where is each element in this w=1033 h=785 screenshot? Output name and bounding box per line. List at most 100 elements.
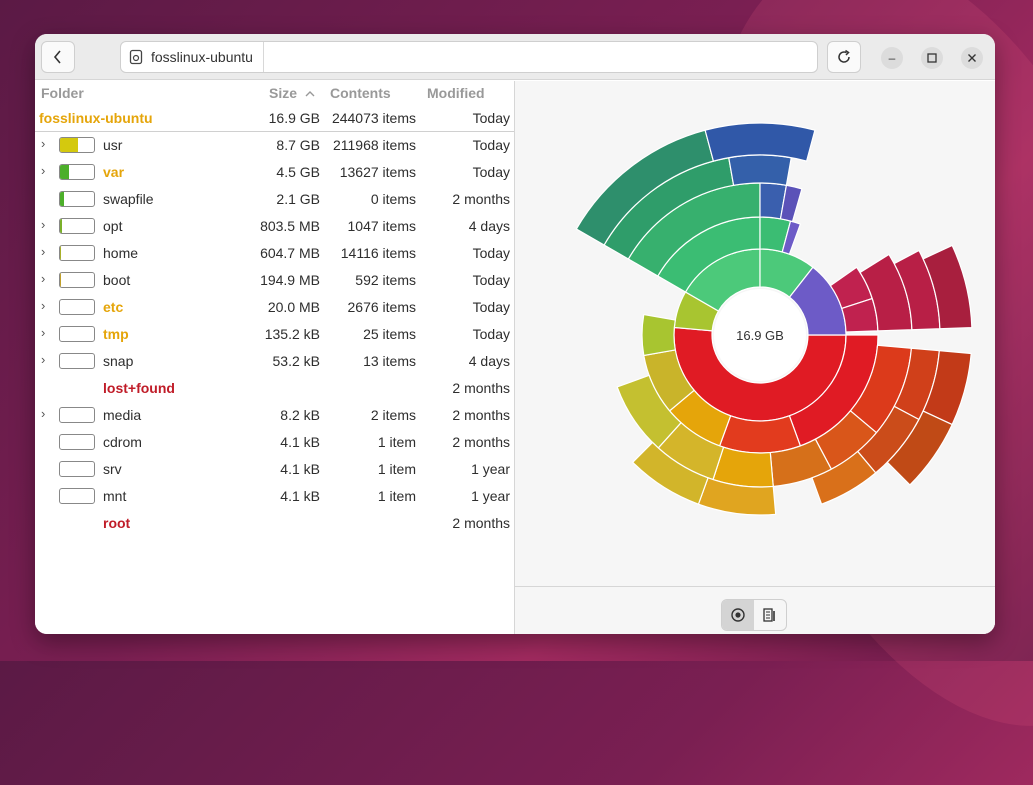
folder-name: usr — [103, 137, 122, 153]
folder-modified: Today — [473, 299, 510, 315]
ring-segment[interactable] — [642, 315, 675, 356]
ring-segment[interactable] — [729, 155, 792, 185]
folder-name: lost+found — [103, 380, 175, 396]
chevron-right-icon[interactable]: › — [41, 163, 45, 178]
folder-modified: 1 year — [471, 488, 510, 504]
path-segment-label: fosslinux-ubuntu — [151, 49, 253, 65]
chevron-right-icon[interactable]: › — [41, 352, 45, 367]
root-name: fosslinux-ubuntu — [39, 110, 153, 126]
rings-chart-button[interactable] — [722, 600, 754, 630]
folder-size: 4.1 kB — [280, 434, 320, 450]
size-bar-fill — [60, 192, 64, 206]
folder-size: 20.0 MB — [268, 299, 320, 315]
folder-contents: 1 item — [378, 434, 416, 450]
folder-name: etc — [103, 299, 123, 315]
back-icon — [51, 49, 65, 65]
root-contents: 244073 items — [332, 110, 416, 126]
size-bar-fill — [60, 219, 62, 233]
chevron-right-icon[interactable]: › — [41, 325, 45, 340]
root-row[interactable]: fosslinux-ubuntu 16.9 GB 244073 items To… — [35, 105, 514, 132]
folder-modified: Today — [473, 326, 510, 342]
root-size: 16.9 GB — [269, 110, 320, 126]
maximize-button[interactable] — [921, 47, 943, 69]
chevron-right-icon[interactable]: › — [41, 298, 45, 313]
size-bar — [59, 353, 95, 369]
chevron-right-icon[interactable]: › — [41, 217, 45, 232]
ring-segment[interactable] — [720, 416, 801, 453]
back-button[interactable] — [41, 41, 75, 73]
folder-row[interactable]: root 2 months — [35, 510, 514, 537]
refresh-button[interactable] — [827, 41, 861, 73]
folder-contents: 1 item — [378, 461, 416, 477]
chart-type-toggle — [721, 599, 787, 631]
column-header-modified[interactable]: Modified — [427, 85, 485, 101]
column-header-folder[interactable]: Folder — [41, 85, 84, 101]
chart-toolbar — [515, 586, 995, 634]
rings-chart[interactable]: 16.9 GB — [515, 81, 995, 586]
chart-pane: 16.9 GB — [515, 81, 995, 634]
folder-modified: 2 months — [452, 380, 510, 396]
path-segment-root[interactable]: fosslinux-ubuntu — [121, 42, 264, 72]
treemap-chart-button[interactable] — [754, 600, 786, 630]
folder-modified: 2 months — [452, 434, 510, 450]
size-bar — [59, 245, 95, 261]
ring-segment[interactable] — [705, 123, 815, 161]
folder-modified: Today — [473, 137, 510, 153]
column-header-size[interactable]: Size — [269, 85, 315, 101]
folder-modified: 2 months — [452, 515, 510, 531]
size-bar — [59, 488, 95, 504]
folder-name: media — [103, 407, 141, 423]
size-bar — [59, 326, 95, 342]
folder-name: snap — [103, 353, 133, 369]
folder-contents: 211968 items — [333, 137, 416, 153]
folder-row[interactable]: srv 4.1 kB 1 item 1 year — [35, 456, 514, 483]
rings-chart-icon — [730, 607, 746, 623]
folder-modified: 1 year — [471, 461, 510, 477]
folder-name: srv — [103, 461, 122, 477]
folder-name: mnt — [103, 488, 126, 504]
folder-name: opt — [103, 218, 122, 234]
folder-name: swapfile — [103, 191, 154, 207]
disk-usage-analyzer-window: fosslinux-ubuntu – Folder Size Contents … — [35, 34, 995, 634]
chevron-right-icon[interactable]: › — [41, 271, 45, 286]
folder-size: 2.1 GB — [276, 191, 320, 207]
folder-contents: 1 item — [378, 488, 416, 504]
minimize-button[interactable]: – — [881, 47, 903, 69]
folder-name: home — [103, 245, 138, 261]
size-bar — [59, 434, 95, 450]
close-button[interactable] — [961, 47, 983, 69]
folder-size: 4.1 kB — [280, 461, 320, 477]
column-header-contents[interactable]: Contents — [330, 85, 391, 101]
size-bar — [59, 272, 95, 288]
folder-contents: 14116 items — [341, 245, 416, 261]
chevron-right-icon[interactable]: › — [41, 136, 45, 151]
folder-modified: 2 months — [452, 407, 510, 423]
minimize-icon: – — [889, 51, 896, 65]
folder-contents: 13 items — [363, 353, 416, 369]
column-header-size-label: Size — [269, 85, 297, 101]
folder-name: root — [103, 515, 130, 531]
size-bar — [59, 137, 95, 153]
folder-row[interactable]: lost+found 2 months — [35, 375, 514, 402]
folder-name: tmp — [103, 326, 129, 342]
column-headers: Folder Size Contents Modified — [35, 81, 514, 105]
chevron-right-icon[interactable]: › — [41, 244, 45, 259]
header-bar: fosslinux-ubuntu – — [35, 34, 995, 80]
path-bar: fosslinux-ubuntu — [120, 41, 818, 73]
chevron-right-icon[interactable]: › — [41, 406, 45, 421]
size-bar — [59, 461, 95, 477]
folder-size: 4.5 GB — [276, 164, 320, 180]
size-bar — [59, 164, 95, 180]
